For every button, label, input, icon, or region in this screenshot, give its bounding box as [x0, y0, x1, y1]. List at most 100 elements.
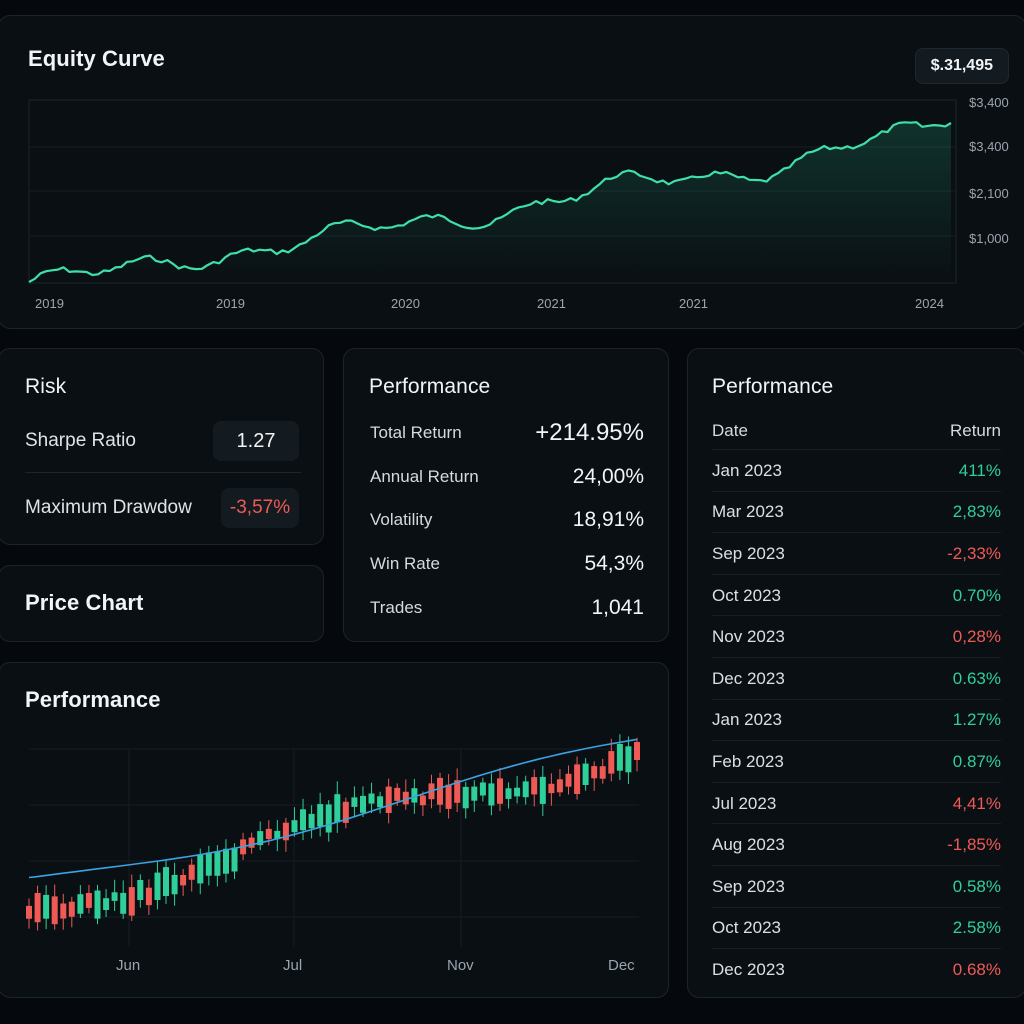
- table-return-cell: -1,85%: [947, 835, 1001, 855]
- table-return-cell: 0.68%: [952, 959, 1001, 979]
- table-row[interactable]: Dec 2023 0.68%: [712, 948, 1001, 991]
- equity-y-label: $1,000: [969, 231, 1009, 246]
- table-return-cell: 411%: [958, 460, 1001, 480]
- candle-body: [223, 848, 229, 874]
- candle-body: [317, 804, 324, 827]
- candle: [582, 758, 589, 791]
- candle-x-label: Nov: [447, 957, 474, 974]
- candle-body: [411, 788, 418, 803]
- candle-body: [154, 872, 161, 900]
- candle: [128, 874, 135, 921]
- table-row[interactable]: Dec 2023 0.63%: [712, 657, 1001, 700]
- candle: [385, 778, 392, 824]
- candle-body: [385, 786, 392, 813]
- table-row[interactable]: Aug 2023 -1,85%: [712, 823, 1001, 866]
- performance-candles-card: Performance Jun Jul Nov Dec: [0, 662, 669, 998]
- table-row[interactable]: Feb 2023 0.87%: [712, 740, 1001, 783]
- candle: [51, 884, 58, 930]
- candle-body: [137, 880, 144, 900]
- candle: [137, 874, 144, 908]
- equity-y-label: $3,400: [969, 95, 1009, 110]
- equity-x-label: 2020: [391, 296, 420, 311]
- table-row[interactable]: Mar 2023 2,83%: [712, 490, 1001, 534]
- metric-row: Win Rate 54,3%: [370, 549, 644, 579]
- table-row[interactable]: Jan 2023 1.27%: [712, 698, 1001, 742]
- candle-body: [599, 766, 606, 779]
- candle-body: [120, 892, 127, 914]
- candle: [505, 782, 512, 809]
- candle: [514, 775, 521, 804]
- candle: [77, 885, 84, 918]
- candle: [34, 885, 41, 931]
- sharpe-ratio-row: Sharpe Ratio 1.27: [25, 419, 299, 463]
- candle: [171, 862, 178, 906]
- equity-curve-chart: $3,400 $3,400 $2,100 $1,000 2019 2019 20…: [28, 95, 1009, 311]
- metric-value: 54,3%: [584, 552, 644, 576]
- table-return-cell: 1.27%: [952, 710, 1001, 730]
- moving-average-line: [28, 738, 638, 879]
- candle: [68, 896, 75, 928]
- candle: [488, 773, 495, 816]
- table-date-cell: Dec 2023: [712, 959, 785, 979]
- equity-area: [29, 122, 951, 283]
- performance-metrics-card: Performance Total Return +214.95% Annual R…: [343, 348, 669, 642]
- candle: [163, 860, 169, 904]
- candle-body: [582, 763, 589, 785]
- candle: [274, 819, 281, 852]
- candle: [522, 775, 529, 805]
- table-date-cell: Sep 2023: [712, 876, 785, 896]
- table-row[interactable]: Jan 2023 411%: [712, 449, 1001, 492]
- metric-value: 18,91%: [572, 508, 644, 532]
- candle: [317, 792, 324, 837]
- table-return-cell: 0.87%: [952, 751, 1001, 771]
- table-date-cell: Jul 2023: [712, 793, 777, 813]
- table-row[interactable]: Sep 2023 -2,33%: [712, 532, 1001, 575]
- metric-value: 1,041: [591, 595, 644, 619]
- candle-body: [548, 783, 555, 794]
- candle-body: [300, 809, 306, 831]
- max-drawdown-row: Maximum Drawdow -3,57%: [25, 486, 299, 530]
- table-row[interactable]: Jul 2023 4,41%: [712, 781, 1001, 825]
- candle: [111, 879, 118, 911]
- candle-body: [342, 801, 349, 823]
- candle-body: [180, 875, 187, 886]
- table-return-cell: 0.70%: [952, 585, 1001, 605]
- table-row[interactable]: Oct 2023 2.58%: [712, 906, 1001, 950]
- candle: [85, 884, 92, 914]
- candle: [531, 769, 538, 807]
- candle-body: [274, 830, 281, 840]
- table-return-cell: -2,33%: [947, 543, 1001, 563]
- table-return-cell: 0.63%: [952, 668, 1001, 688]
- candle: [154, 861, 161, 910]
- candle: [188, 858, 195, 892]
- metric-row: Annual Return 24,00%: [370, 462, 644, 492]
- table-row[interactable]: Nov 2023 0,28%: [712, 615, 1001, 658]
- candle-body: [51, 896, 58, 925]
- candle: [479, 777, 486, 802]
- table-date-cell: Feb 2023: [712, 751, 784, 771]
- candle: [497, 767, 503, 811]
- table-return-cell: 0.58%: [952, 876, 1001, 896]
- candle-body: [205, 852, 212, 876]
- candle: [103, 889, 110, 917]
- candle: [565, 765, 572, 795]
- candle-x-label: Jul: [283, 957, 302, 974]
- candle: [377, 791, 384, 814]
- performance-table-header: Date Return: [712, 421, 1001, 445]
- candle: [342, 797, 349, 829]
- table-row[interactable]: Oct 2023 0.70%: [712, 573, 1001, 617]
- candle-body: [325, 804, 332, 833]
- candle-body: [291, 820, 298, 833]
- candle: [94, 884, 101, 925]
- candle: [625, 736, 632, 784]
- candle-body: [419, 795, 426, 806]
- candle: [616, 734, 623, 781]
- candle-body: [634, 742, 640, 760]
- table-row[interactable]: Sep 2023 0.58%: [712, 865, 1001, 908]
- candle-body: [462, 786, 469, 809]
- candle-body: [103, 898, 110, 910]
- candle: [360, 786, 366, 817]
- candle-body: [34, 893, 41, 923]
- metric-row: Volatility 18,91%: [370, 505, 644, 535]
- price-chart-card[interactable]: Price Chart: [0, 565, 324, 642]
